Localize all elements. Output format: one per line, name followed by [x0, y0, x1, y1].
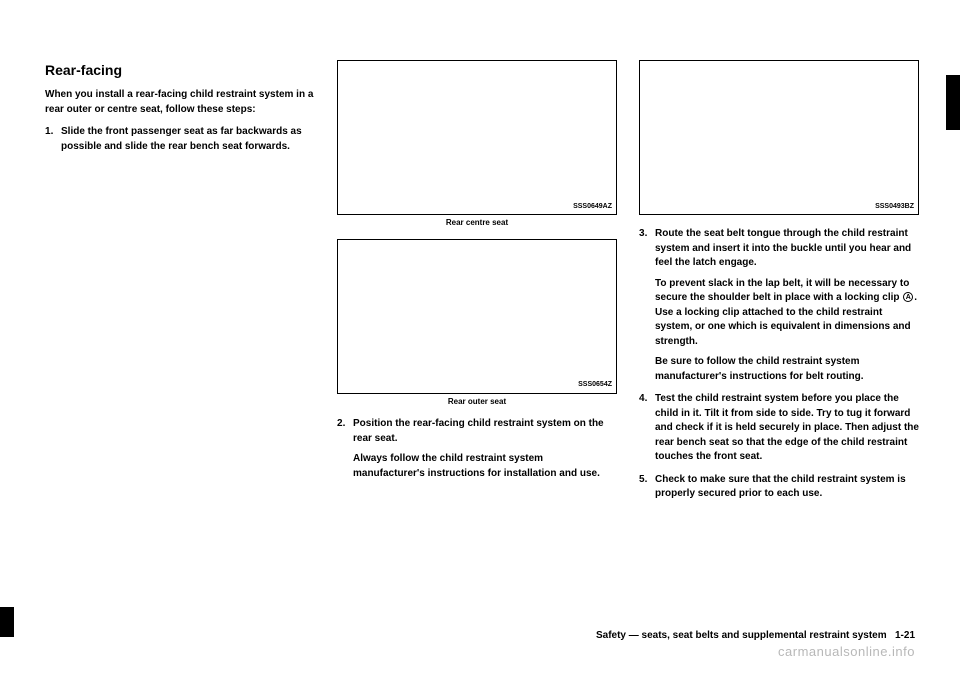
page-footer: Safety — seats, seat belts and supplemen…: [596, 630, 915, 641]
step-3-sub1: To prevent slack in the lap belt, it wil…: [655, 277, 919, 350]
step-5-text: Check to make sure that the child restra…: [655, 474, 906, 500]
step-4: Test the child restraint system before y…: [639, 392, 919, 465]
footer-section: Safety — seats, seat belts and supplemen…: [596, 630, 887, 641]
column-2: SSS0649AZ Rear centre seat SSS0654Z Rear…: [337, 60, 617, 510]
column-3: SSS0493BZ Route the seat belt tongue thr…: [639, 60, 919, 510]
step-1-text: Slide the front passenger seat as far ba…: [61, 126, 302, 152]
step-5: Check to make sure that the child restra…: [639, 473, 919, 502]
figure-2: SSS0654Z: [337, 239, 617, 394]
intro-text: When you install a rear-facing child res…: [45, 88, 315, 117]
step-2-sub: Always follow the child restraint system…: [353, 452, 617, 481]
step-2-text: Position the rear-facing child restraint…: [353, 418, 604, 444]
step-3-text: Route the seat belt tongue through the c…: [655, 228, 911, 268]
column-1: Rear-facing When you install a rear-faci…: [45, 60, 315, 510]
figure-2-caption: Rear outer seat: [337, 396, 617, 408]
step-4-text: Test the child restraint system before y…: [655, 393, 919, 462]
watermark: carmanualsonline.info: [778, 644, 915, 659]
page-content: Rear-facing When you install a rear-faci…: [0, 0, 960, 540]
figure-1-caption: Rear centre seat: [337, 217, 617, 229]
locking-clip-icon: A: [903, 292, 913, 302]
footer-page: 1-21: [895, 630, 915, 641]
step-3-sub1-a: To prevent slack in the lap belt, it wil…: [655, 278, 909, 304]
figure-3-code: SSS0493BZ: [875, 202, 914, 212]
figure-1: SSS0649AZ: [337, 60, 617, 215]
figure-3: SSS0493BZ: [639, 60, 919, 215]
right-edge-tab: [946, 75, 960, 130]
step-3: Route the seat belt tongue through the c…: [639, 227, 919, 384]
left-edge-tab: [0, 607, 14, 637]
step-2: Position the rear-facing child restraint…: [337, 417, 617, 481]
figure-2-code: SSS0654Z: [578, 380, 612, 390]
section-heading: Rear-facing: [45, 60, 315, 80]
step-1: Slide the front passenger seat as far ba…: [45, 125, 315, 154]
step-3-sub2: Be sure to follow the child restraint sy…: [655, 355, 919, 384]
figure-1-code: SSS0649AZ: [573, 202, 612, 212]
